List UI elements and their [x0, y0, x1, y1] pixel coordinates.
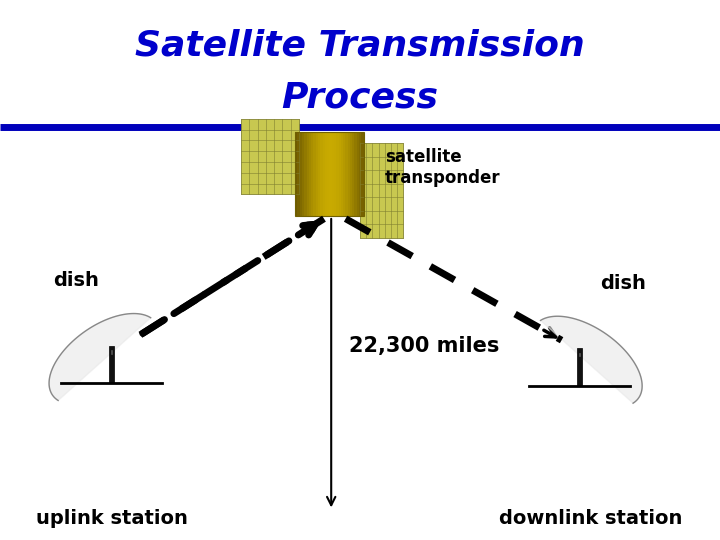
- Bar: [330, 132, 333, 216]
- Text: Process: Process: [282, 80, 438, 114]
- Bar: [309, 132, 312, 216]
- Bar: [341, 132, 344, 216]
- Bar: [109, 346, 114, 383]
- Bar: [336, 132, 339, 216]
- Bar: [360, 143, 403, 238]
- Bar: [320, 132, 323, 216]
- Bar: [325, 132, 328, 216]
- Bar: [295, 132, 364, 216]
- Bar: [316, 132, 319, 216]
- Bar: [295, 132, 298, 216]
- Bar: [332, 132, 335, 216]
- Bar: [297, 132, 300, 216]
- Bar: [313, 132, 317, 216]
- Bar: [357, 132, 360, 216]
- Polygon shape: [49, 314, 150, 401]
- Bar: [311, 132, 314, 216]
- Bar: [354, 132, 358, 216]
- Text: dish: dish: [600, 274, 646, 293]
- Text: downlink station: downlink station: [499, 509, 682, 528]
- Bar: [334, 132, 337, 216]
- Bar: [346, 132, 348, 216]
- Bar: [350, 132, 353, 216]
- Bar: [300, 132, 302, 216]
- Bar: [361, 132, 364, 216]
- Bar: [338, 132, 341, 216]
- Bar: [343, 132, 346, 216]
- Bar: [359, 132, 362, 216]
- Bar: [305, 132, 307, 216]
- Bar: [318, 132, 321, 216]
- Text: satellite
transponder: satellite transponder: [385, 148, 501, 187]
- Bar: [348, 132, 351, 216]
- Bar: [323, 132, 325, 216]
- Text: 22,300 miles: 22,300 miles: [349, 335, 500, 356]
- Bar: [241, 119, 299, 194]
- Bar: [352, 132, 355, 216]
- Polygon shape: [541, 316, 642, 403]
- Text: Satellite Transmission: Satellite Transmission: [135, 29, 585, 63]
- Bar: [302, 132, 305, 216]
- Bar: [327, 132, 330, 216]
- Text: uplink station: uplink station: [36, 509, 187, 528]
- Bar: [577, 348, 582, 386]
- Bar: [307, 132, 310, 216]
- Text: dish: dish: [53, 271, 99, 291]
